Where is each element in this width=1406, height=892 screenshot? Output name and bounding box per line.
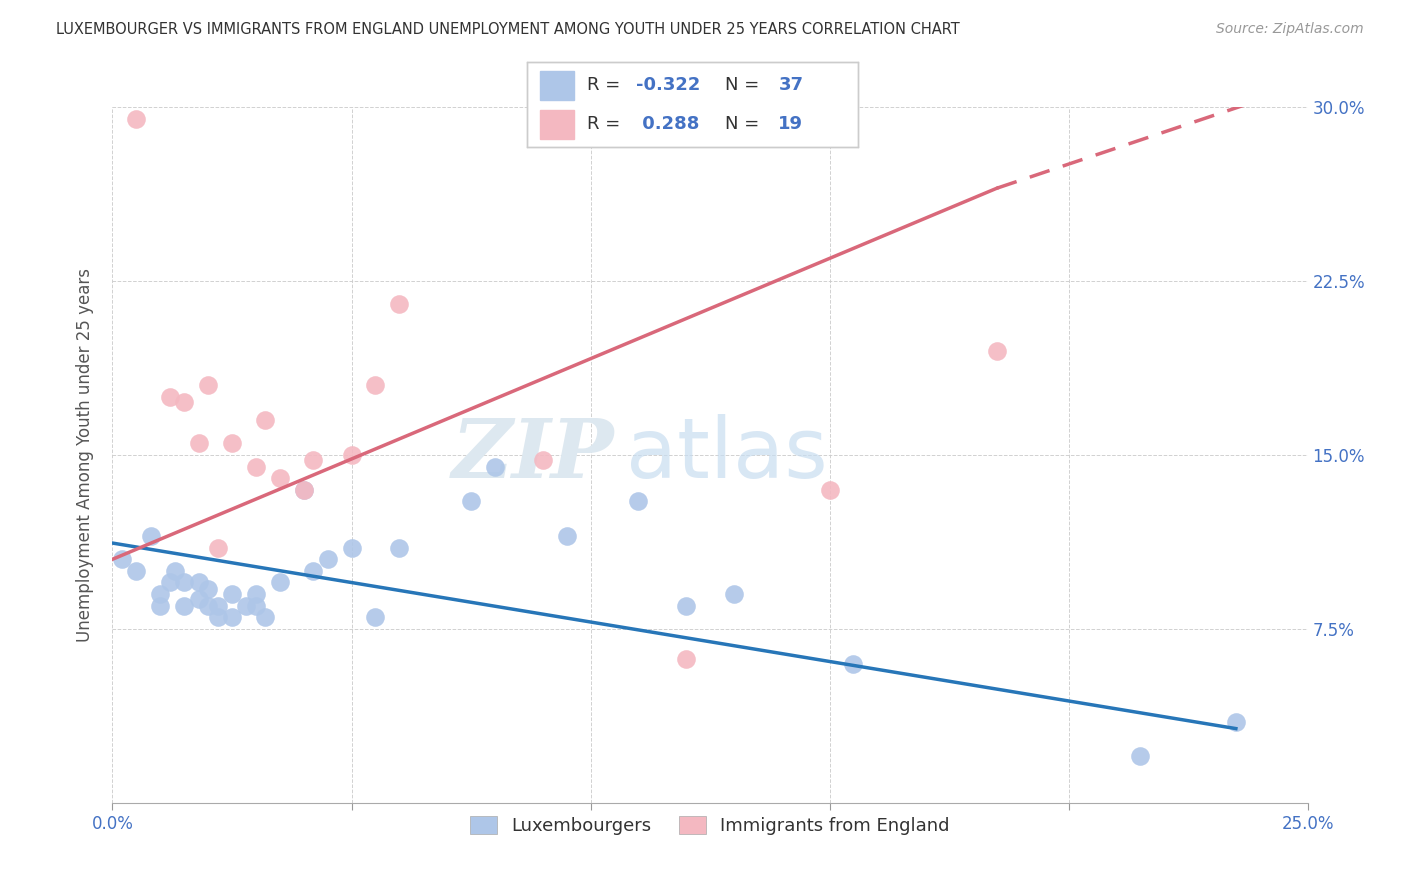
- Text: 37: 37: [779, 77, 803, 95]
- Point: [340, 541, 363, 555]
- Text: 0.288: 0.288: [637, 115, 700, 133]
- Point: [197, 599, 219, 613]
- Point: [388, 297, 411, 311]
- Point: [484, 459, 506, 474]
- Point: [139, 529, 162, 543]
- Point: [197, 582, 219, 597]
- Y-axis label: Unemployment Among Youth under 25 years: Unemployment Among Youth under 25 years: [76, 268, 94, 642]
- Point: [555, 529, 578, 543]
- Point: [292, 483, 315, 497]
- Point: [149, 599, 172, 613]
- Point: [1225, 714, 1247, 729]
- Point: [842, 657, 865, 671]
- Point: [173, 575, 195, 590]
- Point: [207, 541, 229, 555]
- Point: [292, 483, 315, 497]
- Point: [221, 587, 243, 601]
- Point: [254, 610, 277, 624]
- Point: [197, 378, 219, 392]
- Text: LUXEMBOURGER VS IMMIGRANTS FROM ENGLAND UNEMPLOYMENT AMONG YOUTH UNDER 25 YEARS : LUXEMBOURGER VS IMMIGRANTS FROM ENGLAND …: [56, 22, 960, 37]
- Point: [302, 564, 325, 578]
- Point: [675, 652, 697, 666]
- Point: [159, 390, 181, 404]
- Point: [245, 459, 267, 474]
- Point: [460, 494, 482, 508]
- Point: [723, 587, 745, 601]
- Point: [364, 610, 387, 624]
- Point: [159, 575, 181, 590]
- Point: [302, 452, 325, 467]
- Point: [235, 599, 257, 613]
- Point: [187, 436, 209, 450]
- Point: [173, 599, 195, 613]
- Point: [207, 610, 229, 624]
- Point: [163, 564, 186, 578]
- Text: N =: N =: [725, 77, 759, 95]
- Point: [221, 436, 243, 450]
- Point: [269, 471, 291, 485]
- Point: [245, 587, 267, 601]
- Point: [818, 483, 841, 497]
- Point: [245, 599, 267, 613]
- Point: [149, 587, 172, 601]
- Text: ZIP: ZIP: [451, 415, 614, 495]
- Point: [111, 552, 134, 566]
- Point: [254, 413, 277, 427]
- Bar: [540, 71, 574, 100]
- Text: R =: R =: [586, 115, 620, 133]
- Point: [1129, 749, 1152, 764]
- Legend: Luxembourgers, Immigrants from England: Luxembourgers, Immigrants from England: [463, 809, 957, 842]
- Point: [340, 448, 363, 462]
- Text: Source: ZipAtlas.com: Source: ZipAtlas.com: [1216, 22, 1364, 37]
- Text: -0.322: -0.322: [637, 77, 700, 95]
- Text: 19: 19: [779, 115, 803, 133]
- Text: atlas: atlas: [627, 415, 828, 495]
- Point: [627, 494, 650, 508]
- Point: [675, 599, 697, 613]
- Point: [187, 591, 209, 606]
- Point: [364, 378, 387, 392]
- Point: [173, 394, 195, 409]
- Point: [269, 575, 291, 590]
- Point: [221, 610, 243, 624]
- Text: N =: N =: [725, 115, 759, 133]
- Text: R =: R =: [586, 77, 620, 95]
- Point: [207, 599, 229, 613]
- Point: [316, 552, 339, 566]
- Point: [125, 112, 148, 126]
- Point: [388, 541, 411, 555]
- Point: [531, 452, 554, 467]
- Point: [187, 575, 209, 590]
- Point: [986, 343, 1008, 358]
- Bar: [540, 110, 574, 139]
- Point: [125, 564, 148, 578]
